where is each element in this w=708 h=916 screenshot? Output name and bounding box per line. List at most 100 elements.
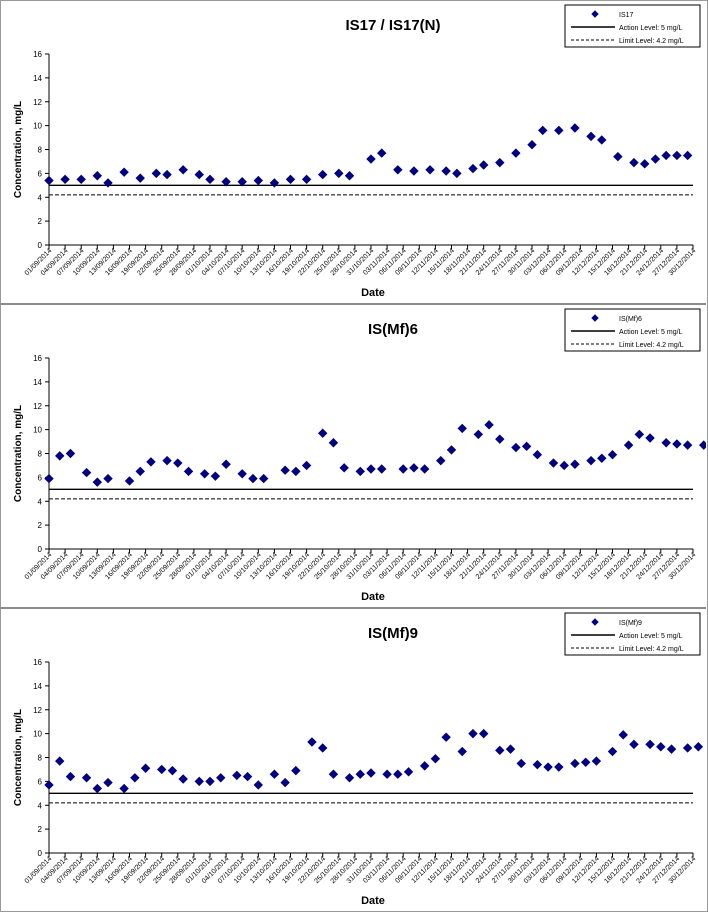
data-point bbox=[317, 428, 328, 438]
data-point bbox=[103, 473, 113, 484]
data-point bbox=[377, 148, 387, 158]
data-point bbox=[328, 769, 339, 779]
data-point bbox=[538, 125, 548, 136]
data-point bbox=[355, 769, 365, 779]
data-point bbox=[130, 773, 140, 783]
legend-label: IS(Mf)6 bbox=[619, 316, 642, 323]
x-axis-title: Date bbox=[361, 287, 385, 299]
y-tick-label: 12 bbox=[33, 402, 42, 411]
data-point bbox=[623, 440, 634, 450]
data-point bbox=[548, 458, 559, 468]
data-point bbox=[607, 449, 618, 460]
data-point bbox=[516, 758, 526, 769]
y-tick-label: 16 bbox=[33, 50, 42, 59]
data-point bbox=[258, 473, 269, 484]
data-point bbox=[473, 429, 484, 440]
data-point bbox=[103, 777, 113, 788]
data-point bbox=[301, 460, 312, 471]
data-point bbox=[173, 458, 183, 468]
data-point bbox=[232, 770, 242, 781]
data-point bbox=[618, 730, 628, 740]
data-point bbox=[92, 477, 103, 487]
data-point bbox=[586, 455, 596, 466]
y-tick-label: 10 bbox=[33, 730, 42, 739]
data-point bbox=[355, 466, 365, 477]
data-point bbox=[403, 767, 414, 777]
data-point bbox=[441, 732, 451, 742]
data-point bbox=[532, 759, 543, 770]
data-point bbox=[194, 776, 204, 787]
y-tick-label: 14 bbox=[33, 682, 42, 691]
data-point bbox=[661, 150, 671, 161]
data-point bbox=[167, 765, 178, 776]
data-point bbox=[55, 451, 65, 461]
data-point bbox=[645, 433, 655, 443]
data-point bbox=[339, 463, 349, 473]
data-point bbox=[505, 744, 516, 754]
data-point bbox=[393, 769, 403, 779]
data-point bbox=[554, 762, 564, 772]
data-point bbox=[650, 154, 661, 164]
legend-marker-diamond bbox=[591, 618, 599, 626]
legend-marker-diamond bbox=[591, 314, 599, 322]
data-point bbox=[317, 169, 328, 180]
data-point bbox=[242, 771, 253, 782]
data-point bbox=[570, 459, 580, 469]
data-point bbox=[285, 174, 296, 185]
data-point bbox=[44, 473, 54, 484]
data-point bbox=[672, 439, 682, 449]
data-point bbox=[103, 178, 113, 188]
data-point bbox=[140, 763, 151, 773]
data-point bbox=[441, 166, 451, 176]
data-point bbox=[253, 175, 264, 186]
data-point bbox=[452, 168, 462, 179]
data-point bbox=[135, 173, 145, 183]
data-point bbox=[419, 464, 430, 474]
data-point bbox=[699, 440, 708, 450]
data-point bbox=[495, 434, 505, 444]
chart-ismf6: IS(Mf)6024681012141601/09/201404/09/2014… bbox=[13, 308, 708, 603]
y-tick-label: 0 bbox=[38, 849, 43, 858]
y-tick-label: 8 bbox=[38, 146, 43, 155]
y-tick-label: 14 bbox=[33, 74, 42, 83]
data-point bbox=[419, 761, 430, 771]
data-point bbox=[409, 463, 419, 473]
y-tick-label: 0 bbox=[38, 545, 43, 554]
y-tick-label: 16 bbox=[33, 354, 42, 363]
data-point bbox=[119, 783, 129, 794]
y-tick-label: 4 bbox=[38, 497, 43, 506]
data-point bbox=[457, 423, 467, 434]
data-point bbox=[221, 459, 231, 469]
data-point bbox=[60, 174, 70, 185]
x-axis-title: Date bbox=[361, 895, 385, 907]
data-point bbox=[629, 739, 639, 750]
data-point bbox=[682, 440, 693, 450]
chart-title: IS(Mf)6 bbox=[368, 321, 418, 338]
data-point bbox=[409, 166, 419, 176]
data-point bbox=[570, 758, 580, 769]
data-point bbox=[205, 776, 215, 787]
data-point bbox=[613, 151, 623, 162]
data-point bbox=[237, 177, 247, 187]
data-point bbox=[377, 464, 387, 474]
data-point bbox=[237, 469, 247, 479]
data-point bbox=[55, 756, 65, 766]
data-point bbox=[527, 140, 537, 150]
data-point bbox=[656, 742, 666, 752]
data-point bbox=[484, 420, 494, 430]
data-point bbox=[382, 769, 392, 779]
data-point bbox=[151, 168, 162, 179]
chart-panel-ismf9: IS(Mf)9 0 2 4 6 8 10 12 14 16 01/09/2014 04/09/2014… bbox=[1, 609, 706, 911]
data-point bbox=[317, 743, 328, 753]
data-point bbox=[328, 438, 339, 448]
data-point bbox=[495, 157, 505, 168]
data-point bbox=[629, 157, 639, 168]
data-point bbox=[468, 728, 478, 739]
data-point bbox=[570, 123, 580, 133]
chart-ismf9: IS(Mf)9024681012141601/09/201404/09/2014… bbox=[13, 612, 704, 907]
data-point bbox=[124, 476, 135, 486]
data-point bbox=[597, 453, 607, 463]
data-point bbox=[495, 745, 505, 756]
data-point bbox=[425, 165, 435, 175]
data-point bbox=[135, 466, 145, 477]
